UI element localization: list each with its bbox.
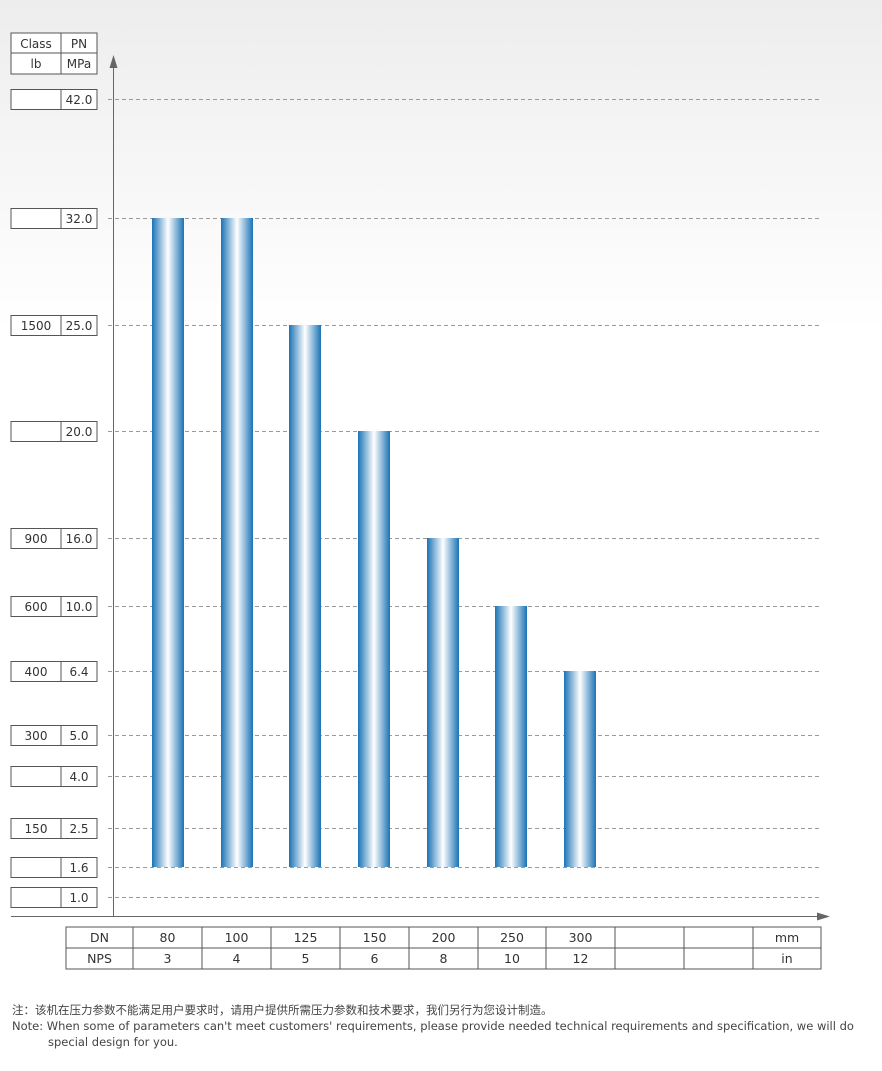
y-header-pn-label: PN	[71, 37, 87, 51]
nps-value: 10	[504, 951, 520, 966]
footnote: 注：该机在压力参数不能满足用户要求时，请用户提供所需压力参数和技术要求，我们另行…	[12, 1002, 872, 1050]
pressure-rating-chart: Class PN lb MPa 42.0 32.0 1500 25.0 20.0 900 16.0 6…	[10, 32, 830, 970]
dn-value: 80	[160, 930, 176, 945]
pn-label: 16.0	[66, 532, 93, 546]
class-label: 900	[25, 532, 48, 546]
level-box	[10, 725, 98, 746]
pn-label: 25.0	[66, 319, 93, 333]
nps-value: 4	[233, 951, 241, 966]
class-label: 400	[25, 665, 48, 679]
dn-row-label: DN	[90, 930, 109, 945]
bar-200	[427, 538, 459, 867]
level-box	[10, 887, 98, 908]
bar-250	[495, 606, 527, 867]
level-box	[10, 315, 98, 336]
y-header-class-unit: lb	[31, 57, 42, 71]
pn-label: 2.5	[69, 822, 88, 836]
footnote-en: Note: When some of parameters can't meet…	[12, 1019, 854, 1049]
footnote-cn: 注：该机在压力参数不能满足用户要求时，请用户提供所需压力参数和技术要求，我们另行…	[12, 1003, 553, 1017]
bar-100	[221, 218, 253, 867]
axes	[11, 55, 830, 921]
bar-80	[152, 218, 184, 867]
pn-label: 20.0	[66, 425, 93, 439]
level-box	[10, 528, 98, 549]
dn-value: 300	[569, 930, 593, 945]
class-label: 150	[25, 822, 48, 836]
pn-label: 42.0	[66, 93, 93, 107]
nps-value: 8	[440, 951, 448, 966]
bars	[152, 218, 596, 867]
level-box	[10, 89, 98, 110]
y-label-table: Class PN lb MPa 42.0 32.0 1500 25.0 20.0 900 16.0 6…	[10, 32, 98, 908]
level-box	[10, 661, 98, 682]
dn-value: 125	[294, 930, 318, 945]
y-header-pn-unit: MPa	[67, 57, 91, 71]
y-axis-arrow	[109, 55, 118, 68]
y-header-class-label: Class	[20, 37, 52, 51]
level-box	[10, 421, 98, 442]
grid-lines	[108, 99, 822, 898]
class-label: 1500	[21, 319, 52, 333]
pn-label: 4.0	[69, 770, 88, 784]
level-box	[10, 596, 98, 617]
pn-label: 1.6	[69, 861, 88, 875]
dn-value: 150	[363, 930, 387, 945]
x-label-table: DN NPS 80 100 125 150 200 250 300 3 4 5 6 8 10 12 mm in	[65, 926, 822, 970]
bar-125	[289, 325, 321, 867]
level-box	[10, 208, 98, 229]
bar-300	[564, 671, 596, 867]
pn-label: 1.0	[69, 891, 88, 905]
background-gradient	[0, 0, 882, 330]
nps-row-label: NPS	[87, 951, 112, 966]
nps-unit: in	[781, 951, 792, 966]
bar-150	[358, 431, 390, 867]
class-label: 600	[25, 600, 48, 614]
nps-value: 3	[164, 951, 172, 966]
pn-label: 10.0	[66, 600, 93, 614]
class-label: 300	[25, 729, 48, 743]
dn-value: 250	[500, 930, 524, 945]
dn-value: 100	[225, 930, 249, 945]
nps-value: 5	[302, 951, 310, 966]
level-box	[10, 766, 98, 787]
dn-value: 200	[432, 930, 456, 945]
pn-label: 32.0	[66, 212, 93, 226]
level-box	[10, 857, 98, 878]
x-axis-arrow	[817, 912, 830, 921]
pn-label: 6.4	[69, 665, 88, 679]
nps-value: 12	[573, 951, 589, 966]
pn-label: 5.0	[69, 729, 88, 743]
level-box	[10, 818, 98, 839]
dn-unit: mm	[775, 930, 799, 945]
nps-value: 6	[371, 951, 379, 966]
